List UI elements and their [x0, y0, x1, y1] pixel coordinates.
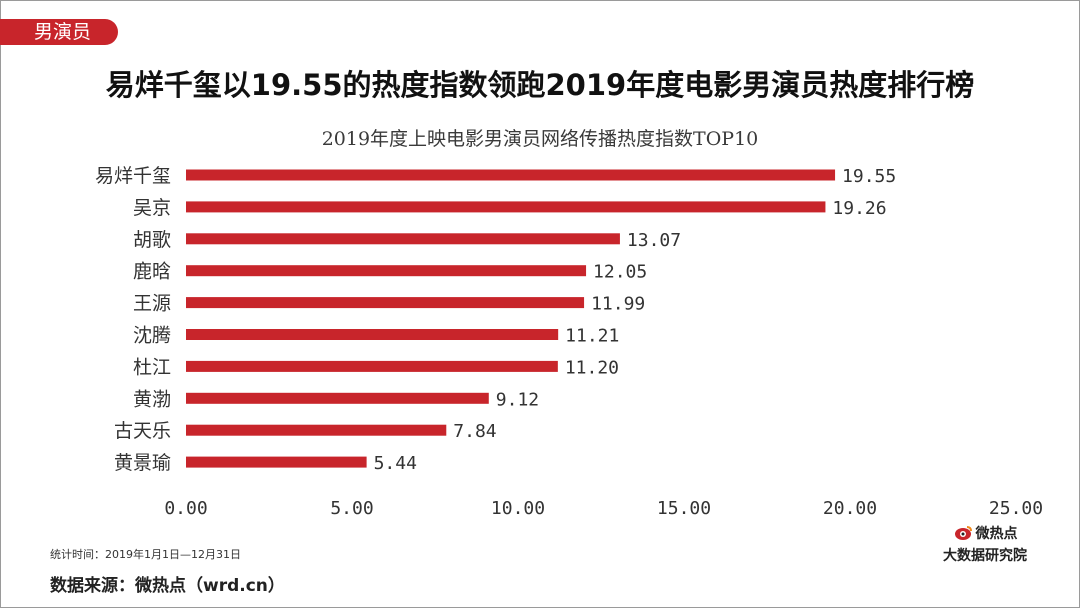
- category-label: 胡歌: [133, 229, 171, 251]
- category-label: 沈腾: [133, 325, 171, 347]
- chart-title: 2019年度上映电影男演员网络传播热度指数TOP10: [321, 128, 759, 150]
- bar-value-label: 9.12: [496, 389, 539, 410]
- eye-logo-icon: [954, 526, 972, 540]
- page-title: 易烊千玺以19.55的热度指数领跑2019年度电影男演员热度排行榜: [105, 68, 975, 102]
- bar-value-label: 11.20: [565, 357, 619, 378]
- bar: [186, 329, 559, 340]
- bar: [186, 392, 489, 404]
- bar-value-label: 12.05: [593, 262, 647, 283]
- brand-logo: 微热点 大数据研究院: [930, 523, 1040, 565]
- bar: [186, 233, 620, 245]
- bar-value-label: 7.84: [453, 421, 496, 442]
- x-tick-label: 5.00: [330, 498, 373, 519]
- x-tick-label: 0.00: [164, 498, 207, 519]
- category-label: 杜江: [133, 356, 171, 378]
- category-label: 黄景瑜: [114, 452, 171, 474]
- bar-value-label: 13.07: [627, 230, 681, 251]
- category-label: 易烊千玺: [95, 165, 171, 187]
- bar: [186, 456, 367, 468]
- x-tick-label: 10.00: [491, 498, 545, 519]
- brand-subtitle: 大数据研究院: [943, 548, 1027, 564]
- bar-value-label: 19.26: [832, 198, 886, 219]
- bar: [186, 360, 558, 372]
- bar: [186, 265, 587, 277]
- bar: [186, 169, 836, 181]
- brand-name: 微热点: [975, 526, 1018, 542]
- bar-value-label: 11.21: [565, 326, 619, 347]
- bar: [186, 297, 585, 309]
- x-tick-label: 15.00: [657, 498, 711, 519]
- bar: [186, 201, 826, 213]
- bar-value-label: 19.55: [842, 166, 896, 187]
- bar-value-label: 11.99: [591, 294, 645, 315]
- x-tick-label: 25.00: [989, 498, 1043, 519]
- category-label: 古天乐: [114, 420, 171, 442]
- category-label: 黄渤: [133, 388, 171, 410]
- x-tick-label: 20.00: [823, 498, 877, 519]
- data-source-note: 数据来源：微热点（wrd.cn）: [50, 576, 285, 596]
- category-tag-label: 男演员: [34, 21, 92, 43]
- bar: [186, 424, 447, 436]
- category-tag: 男演员: [0, 19, 118, 45]
- category-label: 王源: [133, 293, 171, 315]
- category-label: 鹿晗: [133, 261, 171, 283]
- stat-time-note: 统计时间：2019年1月1日—12月31日: [50, 548, 241, 561]
- category-label: 吴京: [133, 197, 171, 219]
- bar-value-label: 5.44: [374, 453, 417, 474]
